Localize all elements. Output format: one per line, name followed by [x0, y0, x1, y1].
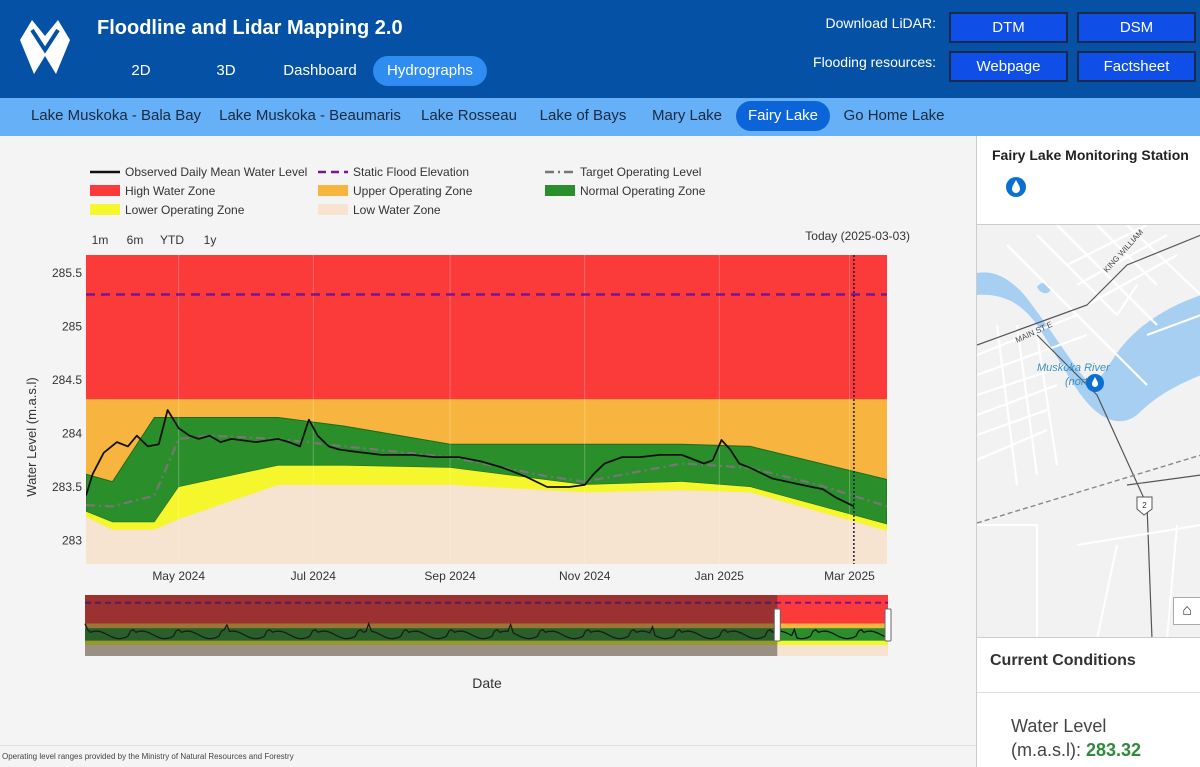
x-tick-label: Nov 2024	[559, 569, 611, 583]
x-tick-label: Sep 2024	[424, 569, 476, 583]
download-lidar-label: Download LiDAR:	[825, 15, 937, 31]
navigator-upper-zone	[85, 623, 888, 629]
water-level-readout: Water Level (m.a.s.l): 283.32	[1011, 714, 1141, 762]
nav-tab-2d[interactable]: 2D	[131, 62, 151, 79]
x-tick-label: Jul 2024	[291, 569, 337, 583]
x-tick-label: May 2024	[152, 569, 205, 583]
lake-tab-go-home-lake[interactable]: Go Home Lake	[843, 107, 945, 124]
range-navigator[interactable]	[84, 595, 892, 656]
legend-item-observed-daily-mean-water-level[interactable]: Observed Daily Mean Water Level	[125, 165, 307, 179]
high-water-zone	[86, 255, 887, 400]
legend-item-upper-operating-zone[interactable]: Upper Operating Zone	[353, 184, 473, 198]
app-logo-icon[interactable]	[16, 16, 74, 78]
map-label-river: Muskoka River	[1037, 362, 1111, 374]
legend-item-lower-operating-zone-swatch[interactable]	[90, 204, 120, 215]
app-header: Floodline and Lidar Mapping 2.0 2D 3D Da…	[0, 0, 1200, 98]
normal-operating-zone	[86, 417, 887, 525]
observed-water-level-line[interactable]	[86, 409, 855, 508]
navigator-lower-zone	[85, 640, 888, 646]
navigator-observed-line	[84, 621, 889, 640]
nav-tab-hydrographs[interactable]: Hydrographs	[373, 56, 487, 86]
range-button-6m[interactable]: 6m	[127, 233, 144, 247]
legend-item-static-flood-elevation[interactable]: Static Flood Elevation	[353, 165, 469, 179]
legend-item-upper-operating-zone-swatch[interactable]	[318, 185, 348, 196]
legend-item-normal-operating-zone[interactable]: Normal Operating Zone	[580, 184, 706, 198]
x-axis: May 2024 Jul 2024 Sep 2024 Nov 2024 Jan 2025…	[152, 569, 875, 583]
y-axis: 283 283.5 284 284.5 285 285.5	[52, 266, 82, 547]
legend-item-lower-operating-zone[interactable]: Lower Operating Zone	[125, 203, 245, 217]
x-axis-label: Date	[472, 675, 502, 691]
y-tick-label: 285.5	[52, 266, 82, 280]
legend-item-normal-operating-zone-swatch[interactable]	[545, 185, 575, 196]
y-tick-label: 285	[62, 320, 82, 334]
lake-tab-lake-of-bays[interactable]: Lake of Bays	[539, 107, 627, 124]
current-conditions-title: Current Conditions	[990, 652, 1136, 669]
hydrograph-chart[interactable]: Observed Daily Mean Water Level Static Fl…	[0, 136, 976, 746]
navigator-left-handle[interactable]	[773, 608, 781, 642]
nav-tab-3d[interactable]: 3D	[216, 62, 236, 79]
lake-tabs-bar: Lake Muskoka - Bala Bay Lake Muskoka - B…	[0, 98, 1200, 136]
legend-item-low-water-zone-swatch[interactable]	[318, 204, 348, 215]
app-title: Floodline and Lidar Mapping 2.0	[97, 17, 403, 39]
y-tick-label: 283.5	[52, 480, 82, 494]
y-tick-label: 284	[62, 427, 82, 441]
water-drop-icon[interactable]	[1005, 176, 1027, 198]
x-tick-label: Jan 2025	[695, 569, 745, 583]
legend-item-high-water-zone[interactable]: High Water Zone	[125, 184, 216, 198]
station-map[interactable]: MAIN ST E KING WILLIAM Muskoka River (no…	[977, 224, 1200, 638]
range-button-ytd[interactable]: YTD	[160, 233, 184, 247]
highway-shield-icon	[1136, 496, 1153, 516]
station-marker-drop-icon	[1092, 377, 1098, 387]
target-operating-level-line[interactable]	[86, 434, 887, 508]
dsm-button[interactable]: DSM	[1077, 12, 1196, 43]
y-tick-label: 283	[62, 533, 82, 547]
lake-tab-rosseau[interactable]: Lake Rosseau	[421, 107, 517, 124]
navigator-mask	[85, 595, 778, 656]
range-button-1y[interactable]: 1y	[204, 233, 217, 247]
hydrograph-panel: Observed Daily Mean Water Level Static Fl…	[0, 136, 976, 746]
map-home-button[interactable]: ⌂	[1173, 597, 1200, 625]
main-plot[interactable]	[86, 255, 887, 564]
highway-number: 2	[1142, 501, 1147, 510]
water-level-value: 283.32	[1086, 740, 1142, 760]
legend-item-target-operating-level[interactable]: Target Operating Level	[580, 165, 701, 179]
station-title: Fairy Lake Monitoring Station	[992, 147, 1189, 163]
station-panel: Fairy Lake Monitoring Station	[976, 136, 1200, 767]
upper-operating-zone	[86, 399, 887, 482]
range-button-1m[interactable]: 1m	[92, 233, 109, 247]
x-tick-label: Mar 2025	[824, 569, 875, 583]
factsheet-button[interactable]: Factsheet	[1077, 51, 1196, 82]
map-canvas[interactable]: MAIN ST E KING WILLIAM Muskoka River (no…	[977, 225, 1200, 638]
nav-tab-dashboard[interactable]: Dashboard	[283, 62, 357, 79]
flooding-resources-label: Flooding resources:	[813, 54, 936, 70]
legend-item-low-water-zone[interactable]: Low Water Zone	[353, 203, 441, 217]
y-axis-label: Water Level (m.a.s.l)	[24, 377, 39, 496]
current-conditions-divider	[977, 692, 1200, 693]
water-level-unit: (m.a.s.l):	[1011, 740, 1081, 760]
legend-item-high-water-zone-swatch[interactable]	[90, 185, 120, 196]
lake-tab-fairy-lake[interactable]: Fairy Lake	[736, 101, 830, 131]
y-tick-label: 284.5	[52, 373, 82, 387]
lake-tab-bala-bay[interactable]: Lake Muskoka - Bala Bay	[30, 107, 202, 124]
lake-tab-mary-lake[interactable]: Mary Lake	[651, 107, 723, 124]
operating-ranges-note: Operating level ranges provided by the M…	[0, 745, 976, 767]
dtm-button[interactable]: DTM	[949, 12, 1068, 43]
navigator-right-handle[interactable]	[884, 608, 892, 642]
navigator-high-zone	[85, 595, 888, 624]
chart-legend[interactable]: Observed Daily Mean Water Level Static Fl…	[90, 165, 706, 217]
water-level-label: Water Level	[1011, 716, 1107, 736]
lower-operating-zone	[86, 465, 887, 531]
webpage-button[interactable]: Webpage	[949, 51, 1068, 82]
lake-tab-beaumaris[interactable]: Lake Muskoka - Beaumaris	[219, 107, 401, 124]
today-label: Today (2025-03-03)	[805, 229, 910, 243]
